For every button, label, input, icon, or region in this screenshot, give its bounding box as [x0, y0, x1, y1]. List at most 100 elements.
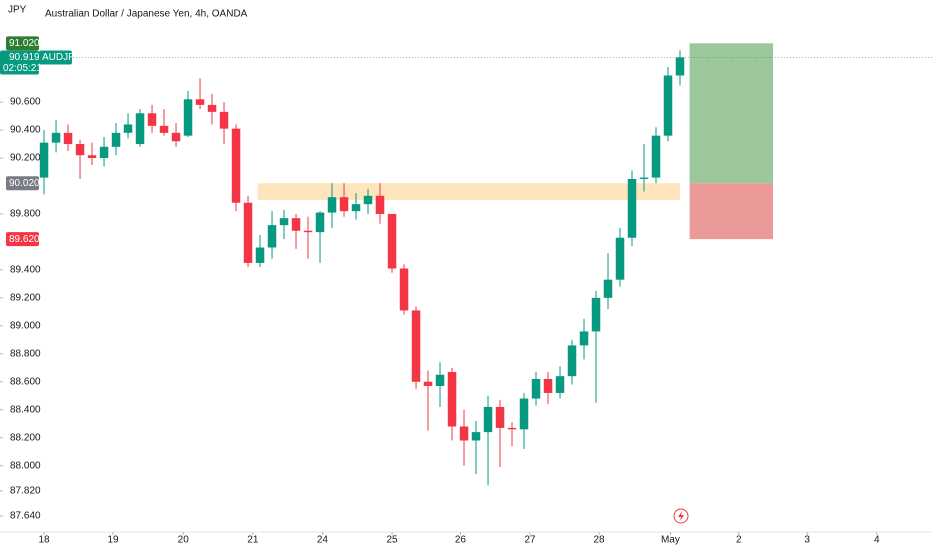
candle-body — [639, 177, 649, 179]
candle-body — [255, 247, 265, 263]
x-tick-label: 21 — [247, 535, 259, 546]
candle-body — [471, 432, 481, 441]
candle-body — [399, 268, 409, 311]
y-tick-label: 88.400 — [10, 404, 41, 415]
candle-body — [159, 125, 169, 133]
x-tick-label: 3 — [804, 535, 810, 546]
candle-body — [99, 146, 109, 159]
candle-body — [207, 104, 217, 112]
x-tick-label: 19 — [107, 535, 119, 546]
candle-body — [279, 218, 289, 226]
candle-body — [651, 135, 661, 178]
stop-price-label-bg — [6, 232, 39, 247]
y-tick-label: 88.200 — [10, 432, 41, 443]
target-price-label-bg — [6, 36, 39, 51]
y-tick-label: 89.200 — [10, 293, 41, 304]
candle-body — [111, 132, 121, 147]
candle-body — [135, 113, 145, 145]
candle-body — [423, 381, 433, 386]
candle-body — [555, 376, 565, 393]
candle-body — [351, 204, 361, 212]
candle-body — [375, 195, 385, 214]
entry-price-label: 90.020 — [9, 178, 40, 189]
candle-body — [183, 99, 193, 136]
candle-body — [483, 406, 493, 433]
x-tick-label: 4 — [874, 535, 880, 546]
candle-body — [87, 155, 97, 159]
candle-body — [63, 132, 73, 145]
candle-body — [567, 345, 577, 377]
x-tick-label: 2 — [736, 535, 742, 546]
x-tick-label: 20 — [178, 535, 190, 546]
y-tick-label: 89.400 — [10, 265, 41, 276]
last-price-bg — [0, 50, 39, 75]
entry-price-label-bg — [6, 176, 39, 191]
y-tick-label: 90.400 — [10, 125, 41, 136]
y-tick-label: 90.200 — [10, 153, 41, 164]
candle-body — [171, 132, 181, 142]
x-tick-label: 28 — [593, 535, 605, 546]
y-tick-label: 87.820 — [10, 485, 41, 496]
candle-body — [579, 331, 589, 346]
support-zone — [257, 183, 681, 200]
candle-body — [195, 99, 205, 105]
candle-body — [267, 225, 277, 248]
candle-body — [231, 128, 241, 203]
y-tick-label: 87.640 — [10, 511, 41, 522]
candle-body — [147, 113, 157, 126]
chart-title: Australian Dollar / Japanese Yen, 4h, OA… — [45, 9, 248, 20]
candle-body — [627, 178, 637, 238]
candle-body — [243, 202, 253, 263]
last-price-label: 90.919 — [9, 52, 40, 63]
candle-body — [339, 197, 349, 212]
symbol-bg — [39, 50, 72, 65]
candle-body — [303, 230, 313, 233]
candle-body — [123, 124, 133, 133]
countdown-label: 02:05:21 — [3, 63, 42, 74]
symbol-label: AUDJPY — [42, 52, 82, 63]
candle-body — [363, 195, 373, 205]
y-tick-label: 89.800 — [10, 209, 41, 220]
candle-body — [51, 132, 61, 143]
candle-body — [543, 378, 553, 393]
candle-body — [591, 297, 601, 332]
candle-body — [291, 218, 301, 231]
candle-body — [327, 197, 337, 213]
target-price-label: 91.020 — [9, 38, 40, 49]
candle-body — [387, 213, 397, 269]
candle-body — [411, 310, 421, 382]
candle-body — [675, 57, 685, 76]
y-tick-label: 88.000 — [10, 460, 41, 471]
candle-body — [315, 212, 325, 233]
currency: JPY — [8, 5, 27, 16]
y-tick-label: 90.600 — [10, 97, 41, 108]
candle-body — [507, 427, 517, 430]
y-tick-label: 89.000 — [10, 320, 41, 331]
candle-body — [603, 279, 613, 298]
candle-body — [219, 111, 229, 129]
candle-body — [39, 142, 49, 178]
x-tick-label: May — [661, 535, 680, 546]
candle-body — [459, 426, 469, 441]
candle-body — [615, 237, 625, 280]
y-tick-label: 88.800 — [10, 348, 41, 359]
y-tick-label: 88.600 — [10, 376, 41, 387]
stop-price-label: 89.620 — [9, 234, 40, 245]
x-tick-label: 25 — [386, 535, 398, 546]
candle-body — [663, 75, 673, 136]
x-tick-label: 27 — [524, 535, 536, 546]
candle-body — [435, 374, 445, 386]
x-tick-label: 26 — [455, 535, 467, 546]
candle-body — [447, 371, 457, 427]
candle-body — [531, 378, 541, 399]
x-tick-label: 18 — [38, 535, 50, 546]
candle-body — [75, 144, 85, 156]
candle-body — [495, 406, 505, 428]
alert-icon — [673, 508, 689, 524]
profit-zone — [689, 43, 774, 184]
x-tick-label: 24 — [317, 535, 329, 546]
candle-body — [519, 398, 529, 430]
loss-zone — [689, 183, 774, 240]
